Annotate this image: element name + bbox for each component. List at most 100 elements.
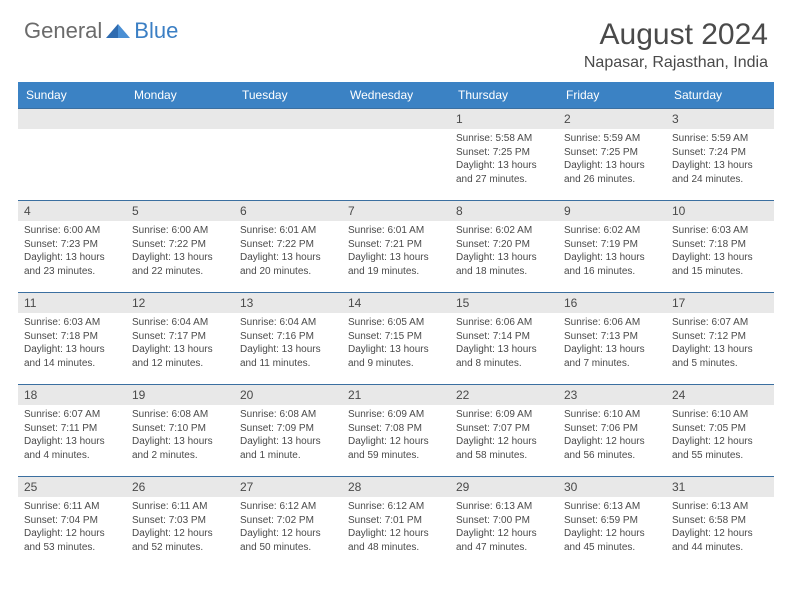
- day-detail-line: Sunset: 7:13 PM: [564, 330, 660, 344]
- day-detail-line: Daylight: 13 hours: [348, 251, 444, 265]
- day-detail-line: Sunset: 7:05 PM: [672, 422, 768, 436]
- day-detail-line: Daylight: 12 hours: [456, 527, 552, 541]
- day-details: Sunrise: 6:12 AMSunset: 7:01 PMDaylight:…: [342, 497, 450, 557]
- day-number: 22: [450, 385, 558, 405]
- day-detail-line: and 20 minutes.: [240, 265, 336, 279]
- day-details: Sunrise: 6:13 AMSunset: 6:59 PMDaylight:…: [558, 497, 666, 557]
- day-detail-line: and 9 minutes.: [348, 357, 444, 371]
- day-detail-line: Daylight: 13 hours: [132, 343, 228, 357]
- day-number: 29: [450, 477, 558, 497]
- day-number: 7: [342, 201, 450, 221]
- day-cell: 13Sunrise: 6:04 AMSunset: 7:16 PMDayligh…: [234, 293, 342, 385]
- day-detail-line: Sunset: 7:08 PM: [348, 422, 444, 436]
- day-detail-line: Sunrise: 6:12 AM: [240, 500, 336, 514]
- day-cell: 18Sunrise: 6:07 AMSunset: 7:11 PMDayligh…: [18, 385, 126, 477]
- day-detail-line: Sunrise: 6:01 AM: [240, 224, 336, 238]
- day-detail-line: Sunset: 7:07 PM: [456, 422, 552, 436]
- day-detail-line: and 15 minutes.: [672, 265, 768, 279]
- day-number: 3: [666, 109, 774, 129]
- day-details: Sunrise: 6:04 AMSunset: 7:16 PMDaylight:…: [234, 313, 342, 373]
- day-cell: 25Sunrise: 6:11 AMSunset: 7:04 PMDayligh…: [18, 477, 126, 569]
- day-details: Sunrise: 6:11 AMSunset: 7:04 PMDaylight:…: [18, 497, 126, 557]
- week-row: 18Sunrise: 6:07 AMSunset: 7:11 PMDayligh…: [18, 385, 774, 477]
- day-detail-line: Daylight: 12 hours: [132, 527, 228, 541]
- day-cell: 24Sunrise: 6:10 AMSunset: 7:05 PMDayligh…: [666, 385, 774, 477]
- day-detail-line: Sunrise: 5:58 AM: [456, 132, 552, 146]
- day-detail-line: Sunrise: 6:00 AM: [132, 224, 228, 238]
- day-details: Sunrise: 6:06 AMSunset: 7:14 PMDaylight:…: [450, 313, 558, 373]
- day-detail-line: and 44 minutes.: [672, 541, 768, 555]
- day-detail-line: and 2 minutes.: [132, 449, 228, 463]
- day-detail-line: Sunset: 7:24 PM: [672, 146, 768, 160]
- day-detail-line: Sunrise: 6:04 AM: [240, 316, 336, 330]
- day-detail-line: and 1 minute.: [240, 449, 336, 463]
- day-detail-line: and 53 minutes.: [24, 541, 120, 555]
- day-detail-line: and 59 minutes.: [348, 449, 444, 463]
- logo-text-general: General: [24, 18, 102, 44]
- day-detail-line: Sunset: 7:09 PM: [240, 422, 336, 436]
- day-detail-line: Sunrise: 6:10 AM: [564, 408, 660, 422]
- day-detail-line: Sunrise: 6:01 AM: [348, 224, 444, 238]
- day-details: Sunrise: 6:00 AMSunset: 7:23 PMDaylight:…: [18, 221, 126, 281]
- day-detail-line: and 11 minutes.: [240, 357, 336, 371]
- day-number: 25: [18, 477, 126, 497]
- day-detail-line: Daylight: 13 hours: [348, 343, 444, 357]
- day-number: 21: [342, 385, 450, 405]
- day-cell: 16Sunrise: 6:06 AMSunset: 7:13 PMDayligh…: [558, 293, 666, 385]
- day-detail-line: Daylight: 13 hours: [132, 435, 228, 449]
- day-detail-line: Daylight: 13 hours: [240, 435, 336, 449]
- calendar-body: 1Sunrise: 5:58 AMSunset: 7:25 PMDaylight…: [18, 109, 774, 569]
- day-detail-line: Sunset: 7:21 PM: [348, 238, 444, 252]
- logo-text-blue: Blue: [134, 18, 178, 44]
- day-detail-line: Daylight: 13 hours: [672, 343, 768, 357]
- day-detail-line: and 26 minutes.: [564, 173, 660, 187]
- day-cell: 7Sunrise: 6:01 AMSunset: 7:21 PMDaylight…: [342, 201, 450, 293]
- day-cell: 17Sunrise: 6:07 AMSunset: 7:12 PMDayligh…: [666, 293, 774, 385]
- day-detail-line: Daylight: 12 hours: [456, 435, 552, 449]
- day-details: Sunrise: 6:10 AMSunset: 7:05 PMDaylight:…: [666, 405, 774, 465]
- day-cell: 21Sunrise: 6:09 AMSunset: 7:08 PMDayligh…: [342, 385, 450, 477]
- day-number: 18: [18, 385, 126, 405]
- day-details: Sunrise: 6:03 AMSunset: 7:18 PMDaylight:…: [18, 313, 126, 373]
- day-detail-line: Sunset: 7:00 PM: [456, 514, 552, 528]
- day-number: 24: [666, 385, 774, 405]
- day-detail-line: Sunset: 7:22 PM: [240, 238, 336, 252]
- day-detail-line: Sunset: 7:15 PM: [348, 330, 444, 344]
- day-number: 31: [666, 477, 774, 497]
- day-detail-line: Sunrise: 6:13 AM: [564, 500, 660, 514]
- day-detail-line: and 48 minutes.: [348, 541, 444, 555]
- day-details: Sunrise: 5:59 AMSunset: 7:24 PMDaylight:…: [666, 129, 774, 189]
- day-details: Sunrise: 6:09 AMSunset: 7:07 PMDaylight:…: [450, 405, 558, 465]
- day-cell: [18, 109, 126, 201]
- day-details: Sunrise: 6:07 AMSunset: 7:12 PMDaylight:…: [666, 313, 774, 373]
- day-details: Sunrise: 6:01 AMSunset: 7:21 PMDaylight:…: [342, 221, 450, 281]
- day-detail-line: Sunset: 7:02 PM: [240, 514, 336, 528]
- day-number: 26: [126, 477, 234, 497]
- day-detail-line: Sunset: 7:19 PM: [564, 238, 660, 252]
- day-detail-line: Daylight: 13 hours: [564, 159, 660, 173]
- day-details: Sunrise: 6:05 AMSunset: 7:15 PMDaylight:…: [342, 313, 450, 373]
- day-detail-line: Sunrise: 6:06 AM: [456, 316, 552, 330]
- week-row: 11Sunrise: 6:03 AMSunset: 7:18 PMDayligh…: [18, 293, 774, 385]
- day-detail-line: Sunset: 7:18 PM: [24, 330, 120, 344]
- logo: General Blue: [24, 18, 178, 44]
- day-number: 27: [234, 477, 342, 497]
- day-details: Sunrise: 5:59 AMSunset: 7:25 PMDaylight:…: [558, 129, 666, 189]
- day-detail-line: Daylight: 12 hours: [240, 527, 336, 541]
- day-cell: 10Sunrise: 6:03 AMSunset: 7:18 PMDayligh…: [666, 201, 774, 293]
- week-row: 4Sunrise: 6:00 AMSunset: 7:23 PMDaylight…: [18, 201, 774, 293]
- day-detail-line: and 14 minutes.: [24, 357, 120, 371]
- day-number: 20: [234, 385, 342, 405]
- day-detail-line: Daylight: 13 hours: [456, 251, 552, 265]
- day-cell: [342, 109, 450, 201]
- day-details: Sunrise: 6:08 AMSunset: 7:10 PMDaylight:…: [126, 405, 234, 465]
- day-number: 19: [126, 385, 234, 405]
- day-detail-line: Daylight: 13 hours: [24, 435, 120, 449]
- day-number: 6: [234, 201, 342, 221]
- day-detail-line: Sunrise: 6:08 AM: [240, 408, 336, 422]
- day-cell: 19Sunrise: 6:08 AMSunset: 7:10 PMDayligh…: [126, 385, 234, 477]
- day-detail-line: and 58 minutes.: [456, 449, 552, 463]
- day-detail-line: and 8 minutes.: [456, 357, 552, 371]
- day-detail-line: Sunset: 7:25 PM: [564, 146, 660, 160]
- day-header-row: SundayMondayTuesdayWednesdayThursdayFrid…: [18, 82, 774, 109]
